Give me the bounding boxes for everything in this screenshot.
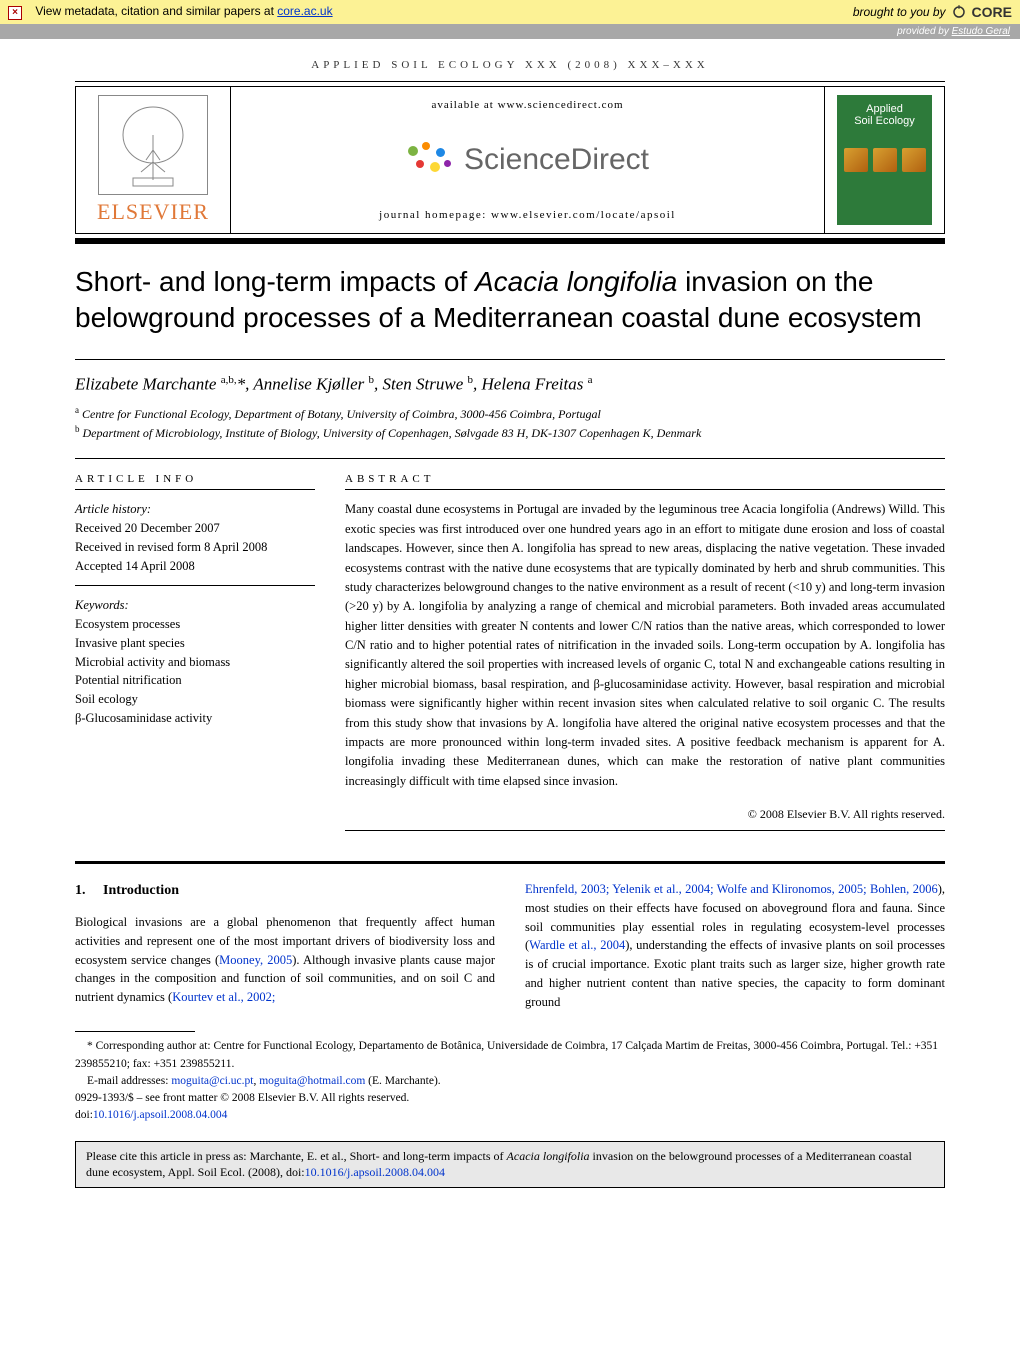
available-line: available at www.sciencedirect.com [431,99,623,111]
article-info-column: ARTICLE INFO Article history: Received 2… [75,473,315,831]
provider-link[interactable]: Estudo Geral [952,26,1010,37]
citation-link[interactable]: Ehrenfeld, 2003; Yelenik et al., 2004; W… [525,882,938,896]
corresponding-author: * Corresponding author at: Centre for Fu… [75,1038,945,1073]
email-line: E-mail addresses: moguita@ci.uc.pt, mogu… [75,1073,945,1090]
metadata-bar: × View metadata, citation and similar pa… [0,0,1020,24]
elsevier-tree-icon [98,95,208,195]
masthead-center: available at www.sciencedirect.com Scien… [231,87,824,233]
info-abstract-row: ARTICLE INFO Article history: Received 2… [75,473,945,831]
doi-link[interactable]: 10.1016/j.apsoil.2008.04.004 [93,1109,228,1121]
metadata-text: View metadata, citation and similar pape… [35,4,277,18]
citation-link[interactable]: Kourtev et al., 2002; [172,990,275,1004]
rule [75,81,945,82]
journal-cover: Applied Soil Ecology [837,95,932,225]
body-col-left: 1. Introduction Biological invasions are… [75,880,495,1011]
rule [75,458,945,459]
keywords-label: Keywords: [75,598,129,612]
accepted-date: Accepted 14 April 2008 [75,559,195,573]
doi-link[interactable]: 10.1016/j.apsoil.2008.04.004 [305,1165,445,1179]
masthead: ELSEVIER available at www.sciencedirect.… [75,86,945,234]
thick-rule [75,238,945,244]
issn-line: 0929-1393/$ – see front matter © 2008 El… [75,1090,945,1107]
metadata-left: × View metadata, citation and similar pa… [8,4,333,20]
affiliation-b: b Department of Microbiology, Institute … [75,423,945,442]
close-icon[interactable]: × [8,6,22,20]
sciencedirect-logo: ScienceDirect [406,140,649,180]
abstract-column: ABSTRACT Many coastal dune ecosystems in… [345,473,945,831]
metadata-right: brought to you by CORE [853,4,1012,20]
info-label: ARTICLE INFO [75,473,315,485]
footnote-rule [75,1031,195,1032]
sd-text: ScienceDirect [464,143,649,177]
cover-title: Applied Soil Ecology [841,103,928,127]
brought-by: brought to you by [853,5,946,19]
publisher-logo-cell: ELSEVIER [76,87,231,233]
provider-prefix: provided by [897,26,951,37]
email-link[interactable]: moguita@ci.uc.pt [171,1075,253,1087]
authors: Elizabete Marchante a,b,*, Annelise Kjøl… [75,374,945,395]
received-date: Received 20 December 2007 [75,521,220,535]
sd-dots-icon [406,140,456,180]
body-paragraph: Biological invasions are a global phenom… [75,913,495,1007]
citation-box: Please cite this article in press as: Ma… [75,1141,945,1189]
article-title: Short- and long-term impacts of Acacia l… [75,264,945,337]
body-col-right: Ehrenfeld, 2003; Yelenik et al., 2004; W… [525,880,945,1011]
footnotes: * Corresponding author at: Centre for Fu… [75,1038,945,1124]
core-link[interactable]: core.ac.uk [277,4,332,18]
affiliations: a Centre for Functional Ecology, Departm… [75,404,945,442]
homepage-line: journal homepage: www.elsevier.com/locat… [379,209,676,221]
journal-cover-cell: Applied Soil Ecology [824,87,944,233]
abstract-copyright: © 2008 Elsevier B.V. All rights reserved… [345,807,945,822]
affiliation-a: a Centre for Functional Ecology, Departm… [75,404,945,423]
rule [75,359,945,360]
citation-link[interactable]: Wardle et al., 2004 [529,938,625,952]
abstract-text: Many coastal dune ecosystems in Portugal… [345,490,945,801]
rule [345,830,945,831]
email-link[interactable]: moguita@hotmail.com [259,1075,365,1087]
cover-thumbs [841,148,928,172]
citation-link[interactable]: Mooney, 2005 [219,953,292,967]
provider-bar: provided by Estudo Geral [0,24,1020,39]
core-logo: CORE [972,4,1012,20]
core-circle-icon [952,5,966,19]
article-history: Article history: Received 20 December 20… [75,490,315,585]
elsevier-wordmark: ELSEVIER [97,199,209,225]
revised-date: Received in revised form 8 April 2008 [75,540,267,554]
running-header: APPLIED SOIL ECOLOGY XXX (2008) XXX–XXX [75,59,945,71]
abstract-label: ABSTRACT [345,473,945,485]
keywords-block: Keywords: Ecosystem processesInvasive pl… [75,586,315,737]
page-content: APPLIED SOIL ECOLOGY XXX (2008) XXX–XXX … [0,39,1020,1218]
body-paragraph: Ehrenfeld, 2003; Yelenik et al., 2004; W… [525,880,945,1011]
section-heading: 1. Introduction [75,880,495,901]
thick-rule [75,861,945,864]
keywords-list: Ecosystem processesInvasive plant specie… [75,617,230,725]
history-label: Article history: [75,502,151,516]
body-columns: 1. Introduction Biological invasions are… [75,880,945,1011]
doi-line: doi:10.1016/j.apsoil.2008.04.004 [75,1107,945,1124]
